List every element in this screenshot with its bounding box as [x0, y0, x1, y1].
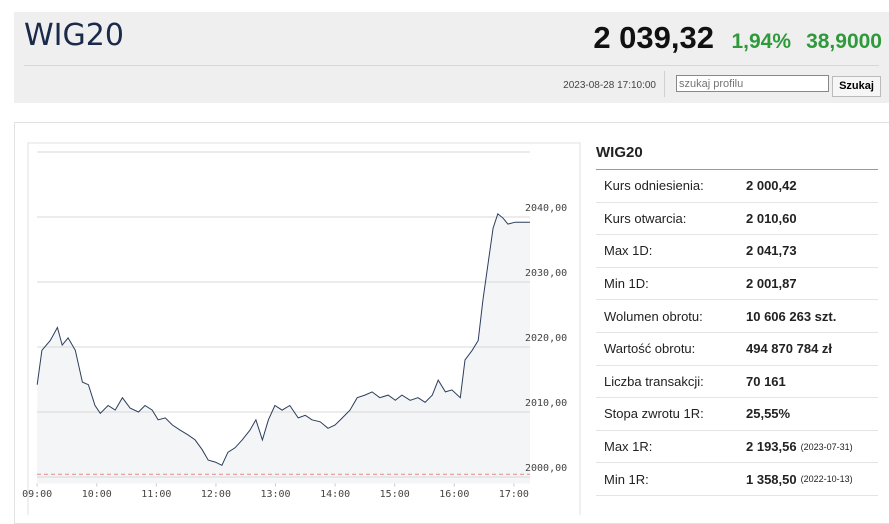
x-tick-label: 17:00: [499, 489, 529, 500]
row-value: 70 161: [746, 373, 786, 389]
table-row: Max 1D: 2 041,73: [596, 235, 878, 268]
row-date: (2023-07-31): [800, 441, 853, 452]
table-row: Kurs odniesienia: 2 000,42: [596, 170, 878, 203]
row-label: Wartość obrotu:: [604, 341, 696, 357]
y-tick-label: 2010,00: [525, 398, 567, 409]
x-tick-label: 13:00: [260, 489, 290, 500]
y-tick-label: 2040,00: [525, 203, 567, 214]
row-label: Wolumen obrotu:: [604, 308, 703, 324]
table-row: Max 1R: 2 193,56 (2023-07-31): [596, 431, 878, 464]
row-label: Stopa zwrotu 1R:: [604, 406, 704, 422]
table-row: Stopa zwrotu 1R: 25,55%: [596, 398, 878, 431]
x-tick-label: 11:00: [141, 489, 171, 500]
row-value: 10 606 263 szt.: [746, 308, 837, 324]
row-value: 2 010,60: [746, 210, 797, 226]
table-row: Min 1D: 2 001,87: [596, 268, 878, 301]
y-tick-label: 2000,00: [525, 463, 567, 474]
row-value: 2 041,73: [746, 243, 797, 259]
index-title: WIG20: [24, 18, 124, 53]
table-row: Min 1R: 1 358,50 (2022-10-13): [596, 463, 878, 496]
table-row: Liczba transakcji: 70 161: [596, 366, 878, 399]
search-input[interactable]: [676, 75, 829, 92]
table-row: Kurs otwarcia: 2 010,60: [596, 203, 878, 236]
row-label: Kurs odniesienia:: [604, 178, 704, 194]
search-button[interactable]: Szukaj: [832, 76, 881, 97]
row-value: 1 358,50: [746, 471, 797, 487]
row-label: Liczba transakcji:: [604, 373, 704, 389]
row-value: 2 000,42: [746, 178, 797, 194]
row-label: Min 1R:: [604, 471, 649, 487]
row-value: 25,55%: [746, 406, 791, 422]
separator: [24, 65, 879, 66]
table-row: Wolumen obrotu: 10 606 263 szt.: [596, 300, 878, 333]
row-label: Max 1R:: [604, 439, 653, 455]
price-line: [36, 212, 530, 466]
stats-table: WIG20 Kurs odniesienia: 2 000,42 Kurs otwa…: [596, 140, 878, 496]
x-tick-label: 16:00: [439, 489, 469, 500]
row-label: Kurs otwarcia:: [604, 210, 687, 226]
row-value: 2 001,87: [746, 276, 797, 292]
table-title: WIG20: [596, 140, 878, 170]
y-tick-label: 2030,00: [525, 268, 567, 279]
x-tick-label: 12:00: [201, 489, 231, 500]
separator: [664, 71, 665, 97]
index-price: 2 039,32: [593, 20, 714, 55]
row-label: Max 1D:: [604, 243, 653, 259]
x-tick-label: 09:00: [22, 489, 52, 500]
y-tick-label: 2020,00: [525, 333, 567, 344]
row-value: 494 870 784 zł: [746, 341, 833, 357]
change-percent: 1,94%: [731, 30, 791, 53]
timestamp: 2023-08-28 17:10:00: [563, 80, 656, 91]
table-row: Wartość obrotu: 494 870 784 zł: [596, 333, 878, 366]
row-value: 2 193,56: [746, 439, 797, 455]
change-value: 38,9000: [806, 30, 882, 53]
area: [37, 213, 531, 484]
row-label: Min 1D:: [604, 276, 649, 292]
x-tick-label: 15:00: [380, 489, 410, 500]
row-date: (2022-10-13): [800, 474, 853, 485]
x-tick-label: 14:00: [320, 489, 350, 500]
x-tick-label: 10:00: [82, 489, 112, 500]
